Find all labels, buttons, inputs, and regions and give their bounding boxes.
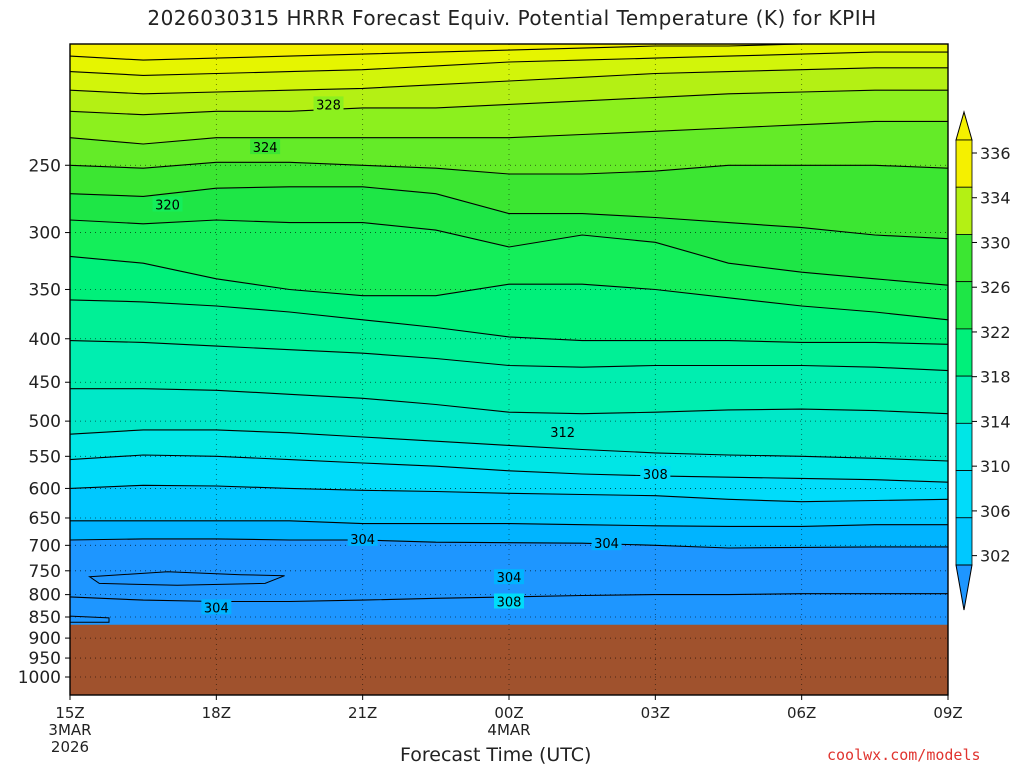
x-tick-label: 06Z (787, 704, 816, 722)
colorbar-label: 306 (980, 502, 1011, 521)
colorbar-label: 318 (980, 368, 1011, 387)
colorbar-segment-4 (955, 328, 973, 377)
contour-label-bg-7 (494, 569, 524, 585)
colorbar-label: 310 (980, 457, 1011, 476)
contour-line-318 (69, 299, 949, 345)
y-tick-label: 250 (29, 156, 61, 176)
colorbar-top-arrow (955, 110, 973, 141)
x-tick-sublabel: 2026 (51, 738, 89, 756)
contour-label: 308 (643, 468, 668, 483)
y-tick-label: 900 (29, 629, 61, 649)
x-tick-label: 21Z (348, 704, 377, 722)
contour-label: 304 (497, 571, 522, 586)
x-axis-label: Forecast Time (UTC) (400, 744, 592, 766)
x-tick-label: 09Z (933, 704, 962, 722)
colorbar-bottom-arrow (955, 564, 973, 611)
y-tick-label: 550 (29, 447, 61, 467)
y-tick-label: 300 (29, 224, 61, 244)
colorbar-label: 302 (980, 547, 1011, 566)
y-tick-label: 800 (29, 586, 61, 606)
colorbar-label: 322 (980, 323, 1011, 342)
credit-link[interactable]: coolwx.com/models (827, 746, 981, 764)
contour-label-bg-1 (250, 139, 281, 155)
contour-label: 304 (594, 537, 619, 552)
x-tick-label: 00Z (494, 704, 523, 722)
contour-line-304 (69, 538, 948, 549)
contour-label-bg-3 (547, 424, 578, 440)
y-tick-label: 650 (29, 509, 61, 529)
y-tick-label: 450 (29, 373, 61, 393)
contour-label-bg-8 (201, 599, 232, 615)
y-tick-label: 700 (29, 536, 61, 556)
y-tick-label: 400 (29, 330, 61, 350)
colorbar-segment-8 (955, 517, 973, 566)
contour-label: 312 (550, 426, 575, 441)
contour-label-bg-9 (494, 593, 524, 609)
contour-label: 320 (155, 198, 180, 213)
y-tick-label: 850 (29, 608, 61, 628)
colorbar-label: 314 (980, 412, 1011, 431)
colorbar-segment-2 (955, 234, 973, 283)
x-tick-label: 03Z (641, 704, 670, 722)
contour-label-bg-2 (152, 196, 183, 212)
y-tick-label: 350 (29, 280, 61, 300)
y-tick-label: 1000 (18, 668, 61, 688)
contour-label-bg-6 (591, 535, 622, 551)
y-tick-label: 600 (29, 479, 61, 499)
colorbar-label: 336 (980, 144, 1011, 163)
colorbar-segment-0 (955, 139, 973, 188)
contour-line-308 (69, 484, 949, 503)
x-tick-label: 15Z (55, 704, 84, 722)
x-tick-sublabel: 3MAR (48, 721, 91, 739)
contour-label: 324 (253, 141, 278, 156)
y-tick-label: 750 (29, 562, 61, 582)
colorbar-segment-1 (955, 186, 973, 235)
contour-line-310 (69, 454, 949, 483)
contour-line-316 (69, 340, 949, 372)
contour-line-306 (70, 520, 948, 527)
colorbar-label: 334 (980, 189, 1011, 208)
cold-pocket-1 (88, 571, 285, 586)
contour-line-324 (69, 186, 949, 240)
colorbar-label: 326 (980, 278, 1011, 297)
y-tick-label: 500 (29, 412, 61, 432)
contour-label: 304 (350, 533, 375, 548)
contour-label-bg-0 (313, 96, 344, 112)
colorbar-label: 330 (980, 233, 1011, 252)
contour-label-bg-5 (347, 530, 378, 546)
colorbar-segment-7 (955, 470, 973, 519)
contour-label: 308 (497, 595, 522, 610)
contour-label: 328 (316, 98, 341, 113)
x-tick-sublabel: 4MAR (487, 721, 530, 739)
x-tick-label: 18Z (202, 704, 231, 722)
colorbar-segment-5 (955, 375, 973, 424)
contour-label-bg-4 (640, 465, 671, 481)
contour-label: 304 (204, 601, 229, 616)
colorbar-segment-6 (955, 422, 973, 471)
y-tick-label: 950 (29, 649, 61, 669)
chart-title: 2026030315 HRRR Forecast Equiv. Potentia… (147, 6, 877, 30)
colorbar-segment-3 (955, 281, 973, 330)
